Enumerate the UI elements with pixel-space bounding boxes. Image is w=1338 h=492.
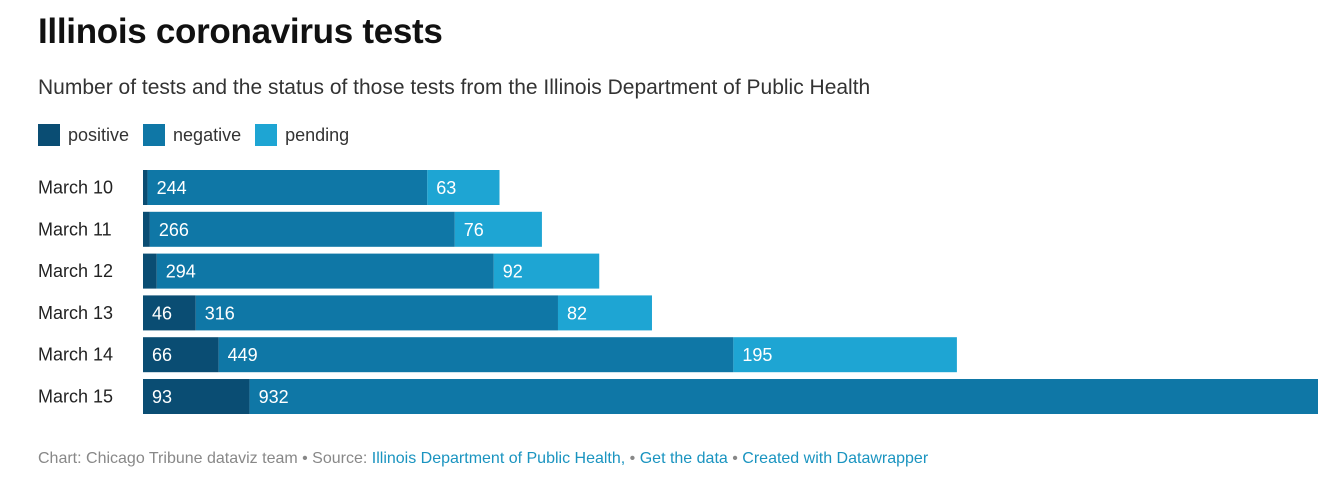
- chart-title: Illinois coronavirus tests: [38, 12, 443, 51]
- bar-segment-negative: [149, 211, 455, 247]
- bar-segment-pending: [454, 211, 542, 247]
- bar-segment-positive: [143, 253, 157, 289]
- footer-separator: • Source:: [297, 450, 372, 467]
- category-label: March 15: [38, 387, 113, 407]
- bar-segment-positive: [143, 379, 250, 414]
- legend-swatch-positive: [38, 124, 60, 146]
- bar-segment-positive: [143, 337, 219, 373]
- data-label-negative: 932: [259, 387, 289, 407]
- bar-segment-pending: [493, 253, 600, 289]
- data-label-positive: 93: [152, 387, 172, 407]
- category-label: March 10: [38, 178, 113, 198]
- bar-segment-negative: [195, 295, 558, 331]
- footer-separator: •: [727, 450, 743, 467]
- data-label-pending: 195: [742, 345, 772, 365]
- legend-label-positive: positive: [68, 124, 130, 145]
- category-label: March 12: [38, 261, 113, 281]
- data-label-negative: 449: [228, 345, 258, 365]
- category-label: March 11: [38, 219, 112, 239]
- data-label-pending: 76: [464, 220, 484, 240]
- legend-swatch-pending: [255, 124, 278, 146]
- data-label-negative: 294: [166, 262, 196, 282]
- legend-label-negative: negative: [173, 124, 242, 145]
- data-label-pending: 63: [436, 178, 456, 198]
- legend-item-negative: negative: [143, 124, 241, 146]
- legend-swatch-negative: [143, 124, 166, 146]
- chart-subtitle: Number of tests and the status of those …: [38, 76, 871, 99]
- get-data-link[interactable]: Get the data: [639, 450, 728, 467]
- bar-segment-negative: [147, 170, 428, 205]
- bar-segment-pending: [733, 337, 957, 373]
- legend: positive negative pending: [38, 124, 349, 146]
- bar-segment-pending: [557, 295, 652, 331]
- bar-segment-negative: [156, 253, 494, 289]
- data-label-positive: 66: [152, 345, 172, 365]
- bar-segment-positive: [143, 211, 150, 247]
- bar-segment-positive: [143, 295, 196, 331]
- legend-label-pending: pending: [285, 124, 350, 145]
- bar-segment-negative: [249, 379, 1319, 414]
- legend-item-pending: pending: [255, 124, 349, 146]
- footer-credit: Chart: Chicago Tribune dataviz team: [38, 450, 298, 467]
- data-label-negative: 316: [205, 303, 235, 323]
- footer-separator: •: [625, 450, 640, 467]
- category-label: March 14: [38, 345, 113, 365]
- legend-item-positive: positive: [38, 124, 129, 146]
- data-label-pending: 92: [503, 262, 523, 282]
- bar-segment-pending: [427, 170, 500, 205]
- bar-segment-negative: [218, 337, 734, 373]
- category-label: March 13: [38, 303, 113, 323]
- bar-segment-positive: [143, 170, 148, 205]
- data-label-negative: 244: [157, 178, 187, 198]
- data-label-positive: 46: [152, 303, 172, 323]
- source-link[interactable]: Illinois Department of Public Health,: [371, 450, 626, 467]
- datawrapper-link[interactable]: Created with Datawrapper: [742, 450, 929, 467]
- bar-chart: March 10 244 63 March 11 266 76 March 12 294 92 M…: [38, 170, 1319, 414]
- data-label-pending: 82: [567, 303, 587, 323]
- chart-footer: Chart: Chicago Tribune dataviz team • So…: [38, 450, 928, 468]
- data-label-negative: 266: [159, 220, 189, 240]
